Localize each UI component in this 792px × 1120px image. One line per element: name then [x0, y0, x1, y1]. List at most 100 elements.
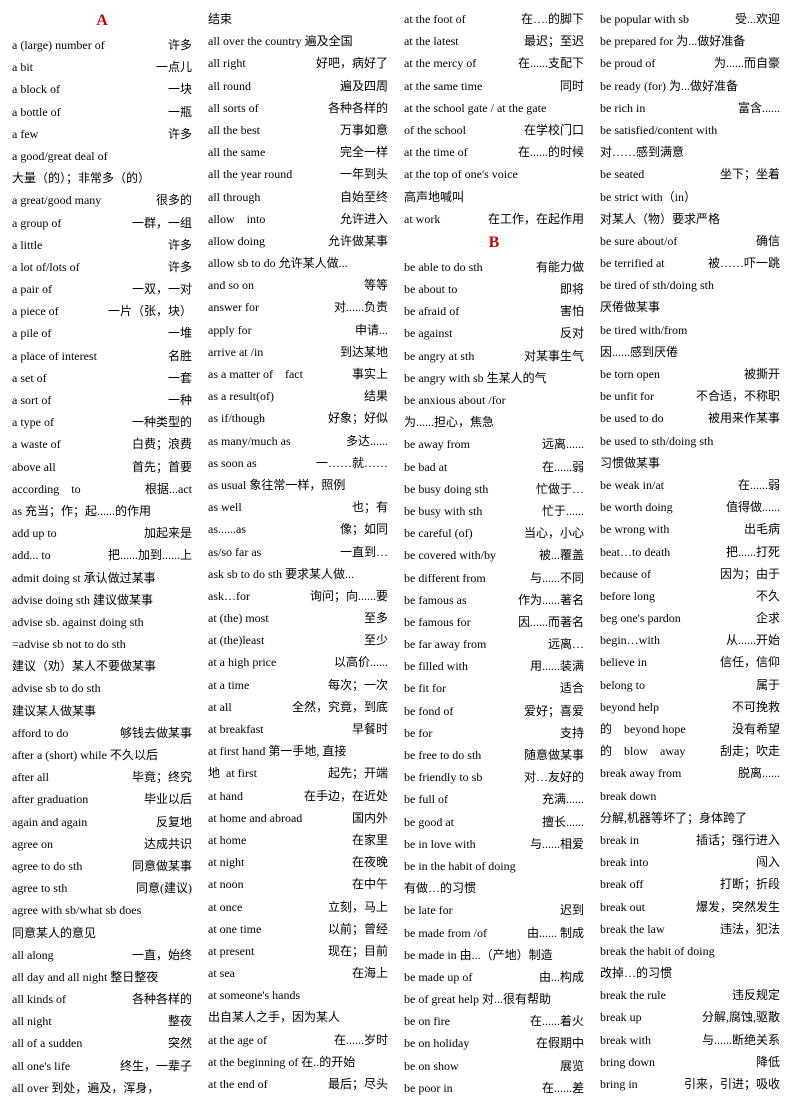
vocab-entry: break the law违法，犯法: [600, 918, 780, 940]
english-term: be away from: [404, 433, 470, 455]
chinese-meaning: 没有希望: [732, 718, 780, 740]
english-term: be sure about/of: [600, 230, 677, 252]
vocab-line: be prepared for 为...做好准备: [600, 30, 780, 52]
vocab-entry: bring down降低: [600, 1051, 780, 1073]
chinese-meaning: 终生，一辈子: [120, 1055, 192, 1077]
vocab-entry: as a matter of fact事实上: [208, 363, 388, 385]
chinese-meaning: 忙于......: [542, 500, 584, 522]
english-term: be against: [404, 322, 452, 344]
english-term: be for: [404, 722, 432, 744]
vocab-entry: all kinds of各种各样的: [12, 988, 192, 1010]
vocab-entry: be on fire在......着火: [404, 1010, 584, 1032]
chinese-meaning: 像；如同: [340, 518, 388, 540]
english-term: a set of: [12, 367, 47, 389]
vocab-line: 对某人（物）要求严格: [600, 208, 780, 230]
vocab-entry: be busy with sth忙于......: [404, 500, 584, 522]
english-term: be bad at: [404, 456, 447, 478]
vocab-line: 改掉…的习惯: [600, 962, 780, 984]
english-term: and so on: [208, 274, 254, 296]
vocab-entry: be busy doing sth忙做于…: [404, 478, 584, 500]
english-term: a sort of: [12, 389, 51, 411]
chinese-meaning: 与......不同: [530, 567, 584, 589]
chinese-meaning: 同意(建议): [136, 877, 192, 899]
chinese-meaning: 违法，犯法: [720, 918, 780, 940]
english-term: be angry at sth: [404, 345, 474, 367]
vocab-entry: break in插话；强行进入: [600, 829, 780, 851]
chinese-meaning: 值得做......: [726, 496, 780, 518]
english-term: beat…to death: [600, 541, 670, 563]
vocab-entry: at home在家里: [208, 829, 388, 851]
vocab-entry: be unfit for不合适，不称职: [600, 385, 780, 407]
english-term: after graduation: [12, 788, 88, 810]
vocab-line: be tired with/from: [600, 319, 780, 341]
vocab-entry: all round遍及四周: [208, 75, 388, 97]
chinese-meaning: 迟到: [560, 899, 584, 921]
chinese-meaning: 对某事生气: [524, 345, 584, 367]
english-term: break the rule: [600, 984, 666, 1006]
english-term: beg one's pardon: [600, 607, 681, 629]
vocab-entry: arrive at /in到达某地: [208, 341, 388, 363]
vocab-entry: be far away from远离…: [404, 633, 584, 655]
english-term: all the same: [208, 141, 265, 163]
vocab-line: 大量（的）；非常多（的）: [12, 167, 192, 189]
english-term: as well: [208, 496, 242, 518]
chinese-meaning: 根据...act: [145, 478, 192, 500]
english-term: be busy doing sth: [404, 478, 488, 500]
vocab-entry: allow into允许进入: [208, 208, 388, 230]
vocab-entry: at a high price以高价......: [208, 651, 388, 673]
vocab-entry: at the time of在......的时候: [404, 141, 584, 163]
chinese-meaning: 好吧，病好了: [316, 52, 388, 74]
vocab-line: all over 到处，遍及，浑身，: [12, 1077, 192, 1099]
english-term: 的 blow away: [600, 740, 685, 762]
vocab-entry: all the best万事如意: [208, 119, 388, 141]
vocab-entry: according to根据...act: [12, 478, 192, 500]
chinese-meaning: 名胜: [168, 345, 192, 367]
vocab-entry: a block of一块: [12, 78, 192, 100]
vocab-line: 对……感到满意: [600, 141, 780, 163]
vocab-entry: be about to即将: [404, 278, 584, 300]
english-term: all one's life: [12, 1055, 70, 1077]
vocab-line: =advise sb not to do sth: [12, 633, 192, 655]
vocab-entry: be proud of为......而自豪: [600, 52, 780, 74]
vocab-line: allow sb to do 允许某人做...: [208, 252, 388, 274]
english-term: break into: [600, 851, 648, 873]
english-term: be popular with sb: [600, 8, 689, 30]
english-term: at once: [208, 896, 242, 918]
english-term: ask…for: [208, 585, 250, 607]
chinese-meaning: 反对: [560, 322, 584, 344]
vocab-entry: add... to把......加到......上: [12, 544, 192, 566]
chinese-meaning: 突然: [168, 1032, 192, 1054]
chinese-meaning: 把......打死: [726, 541, 780, 563]
vocab-line: 因......感到厌倦: [600, 341, 780, 363]
chinese-meaning: 被用来作某事: [708, 407, 780, 429]
vocab-entry: break up分解,腐蚀,驱散: [600, 1006, 780, 1028]
english-term: at one time: [208, 918, 261, 940]
vocab-entry: as a result(of)结果: [208, 385, 388, 407]
chinese-meaning: 引来，引进；吸收: [684, 1073, 780, 1095]
vocab-entry: all one's life 终生，一辈子: [12, 1055, 192, 1077]
english-term: allow doing: [208, 230, 265, 252]
english-term: a lot of/lots of: [12, 256, 80, 278]
english-term: be far away from: [404, 633, 486, 655]
vocab-entry: of the school在学校门口: [404, 119, 584, 141]
chinese-meaning: 由...... 制成: [527, 922, 584, 944]
vocab-line: break the habit of doing: [600, 940, 780, 962]
vocab-entry: beg one's pardon企求: [600, 607, 780, 629]
chinese-meaning: 因......而著名: [518, 611, 584, 633]
vocab-entry: agree to do sth同意做某事: [12, 855, 192, 877]
chinese-meaning: 在夜晚: [352, 851, 388, 873]
chinese-meaning: 降低: [756, 1051, 780, 1073]
vocab-entry: be fond of爱好；喜爱: [404, 700, 584, 722]
chinese-meaning: 爱好；喜爱: [524, 700, 584, 722]
chinese-meaning: 许多: [168, 234, 192, 256]
chinese-meaning: 擅长......: [542, 811, 584, 833]
chinese-meaning: 一块: [168, 78, 192, 100]
vocab-line: 习惯做某事: [600, 452, 780, 474]
english-term: as many/much as: [208, 430, 291, 452]
english-term: at hand: [208, 785, 243, 807]
english-term: arrive at /in: [208, 341, 263, 363]
vocab-entry: ask…for询问；向......要: [208, 585, 388, 607]
vocab-entry: be friendly to sb对…友好的: [404, 766, 584, 788]
english-term: afford to do: [12, 722, 68, 744]
vocab-entry: at (the) most至多: [208, 607, 388, 629]
